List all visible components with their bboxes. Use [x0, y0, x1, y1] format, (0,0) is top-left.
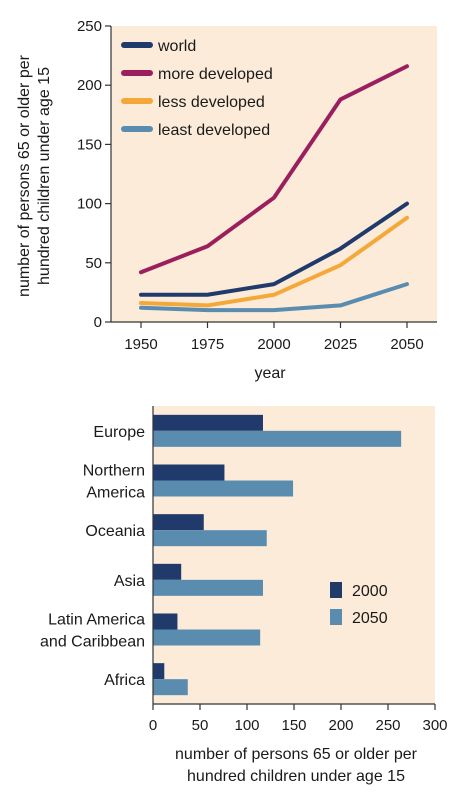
- bar-x-tick-label: 0: [149, 717, 157, 734]
- series-line-world: [139, 201, 409, 297]
- bar-x-tick-label: 100: [234, 717, 259, 734]
- category-label: Latin America: [48, 612, 145, 629]
- line-y-axis-title-line2: hundred children under age 15: [36, 67, 53, 285]
- category-label: America: [86, 485, 145, 502]
- bar-oceania-2000: [153, 514, 204, 531]
- bar-europe-2000: [153, 414, 263, 431]
- category-label: Asia: [114, 573, 145, 590]
- line-x-tick-label: 1950: [124, 336, 157, 353]
- category-label: and Caribbean: [40, 634, 145, 651]
- line-chart: 0 50 100 150 200 250 1950 1975 2000 2025 2050 wor…: [16, 18, 437, 382]
- bar-asia-2000: [153, 563, 182, 580]
- line-y-tick-label: 200: [77, 77, 102, 94]
- line-y-tick-label: 250: [77, 18, 102, 35]
- bar-x-tick-label: 250: [375, 717, 400, 734]
- line-x-tick-label: 2025: [324, 336, 357, 353]
- category-label: Europe: [93, 424, 145, 441]
- category-label: Northern: [83, 463, 145, 480]
- legend-label-more-developed: more developed: [158, 66, 273, 83]
- legend-label-least-developed: least developed: [158, 122, 270, 139]
- bar-northern-america-2050: [153, 480, 294, 497]
- legend-swatch-2050: [330, 609, 342, 625]
- bar-x-tick-label: 300: [422, 717, 447, 734]
- bar-oceania-2050: [153, 530, 267, 547]
- bar-x-tick-label: 200: [328, 717, 353, 734]
- series-line-least-developed: [139, 282, 409, 313]
- bar-asia-2050: [153, 579, 263, 596]
- series-line-less-developed: [139, 215, 409, 308]
- bar-latin-america-and-caribbean-2000: [153, 613, 178, 630]
- line-y-axis-title-line1: number of persons 65 or older per: [16, 54, 33, 297]
- bar-x-tick-label: 50: [192, 717, 209, 734]
- legend-label-2050: 2050: [352, 610, 388, 627]
- line-y-tick-label: 0: [94, 314, 102, 331]
- bar-plot-background: [153, 406, 435, 704]
- bar-northern-america-2000: [153, 464, 225, 481]
- legend-swatch-2000: [330, 582, 342, 598]
- line-y-tick-label: 50: [85, 255, 102, 272]
- bar-latin-america-and-caribbean-2050: [153, 629, 261, 646]
- line-plot-background: [111, 26, 437, 322]
- bar-chart: 0 50 100 150 200 250 300 Europe Northern America…: [40, 406, 448, 785]
- bar-x-tick-label: 150: [281, 717, 306, 734]
- legend-label-2000: 2000: [352, 583, 388, 600]
- bar-africa-2050: [153, 679, 188, 696]
- line-x-tick-label: 2000: [257, 336, 290, 353]
- line-x-tick-label: 1975: [191, 336, 224, 353]
- series-line-more-developed: [139, 64, 409, 275]
- line-y-tick-label: 100: [77, 196, 102, 213]
- line-x-axis-title: year: [254, 365, 286, 382]
- bar-x-axis-title-line2: hundred children under age 15: [187, 768, 405, 785]
- line-x-tick-label: 2050: [390, 336, 423, 353]
- line-y-tick-label: 150: [77, 136, 102, 153]
- legend-label-less-developed: less developed: [158, 94, 265, 111]
- legend-label-world: world: [157, 38, 196, 55]
- bar-x-axis-title-line1: number of persons 65 or older per: [175, 746, 418, 763]
- bar-africa-2000: [153, 663, 165, 680]
- category-label: Oceania: [85, 523, 145, 540]
- category-label: Africa: [104, 672, 145, 689]
- bar-europe-2050: [153, 430, 402, 447]
